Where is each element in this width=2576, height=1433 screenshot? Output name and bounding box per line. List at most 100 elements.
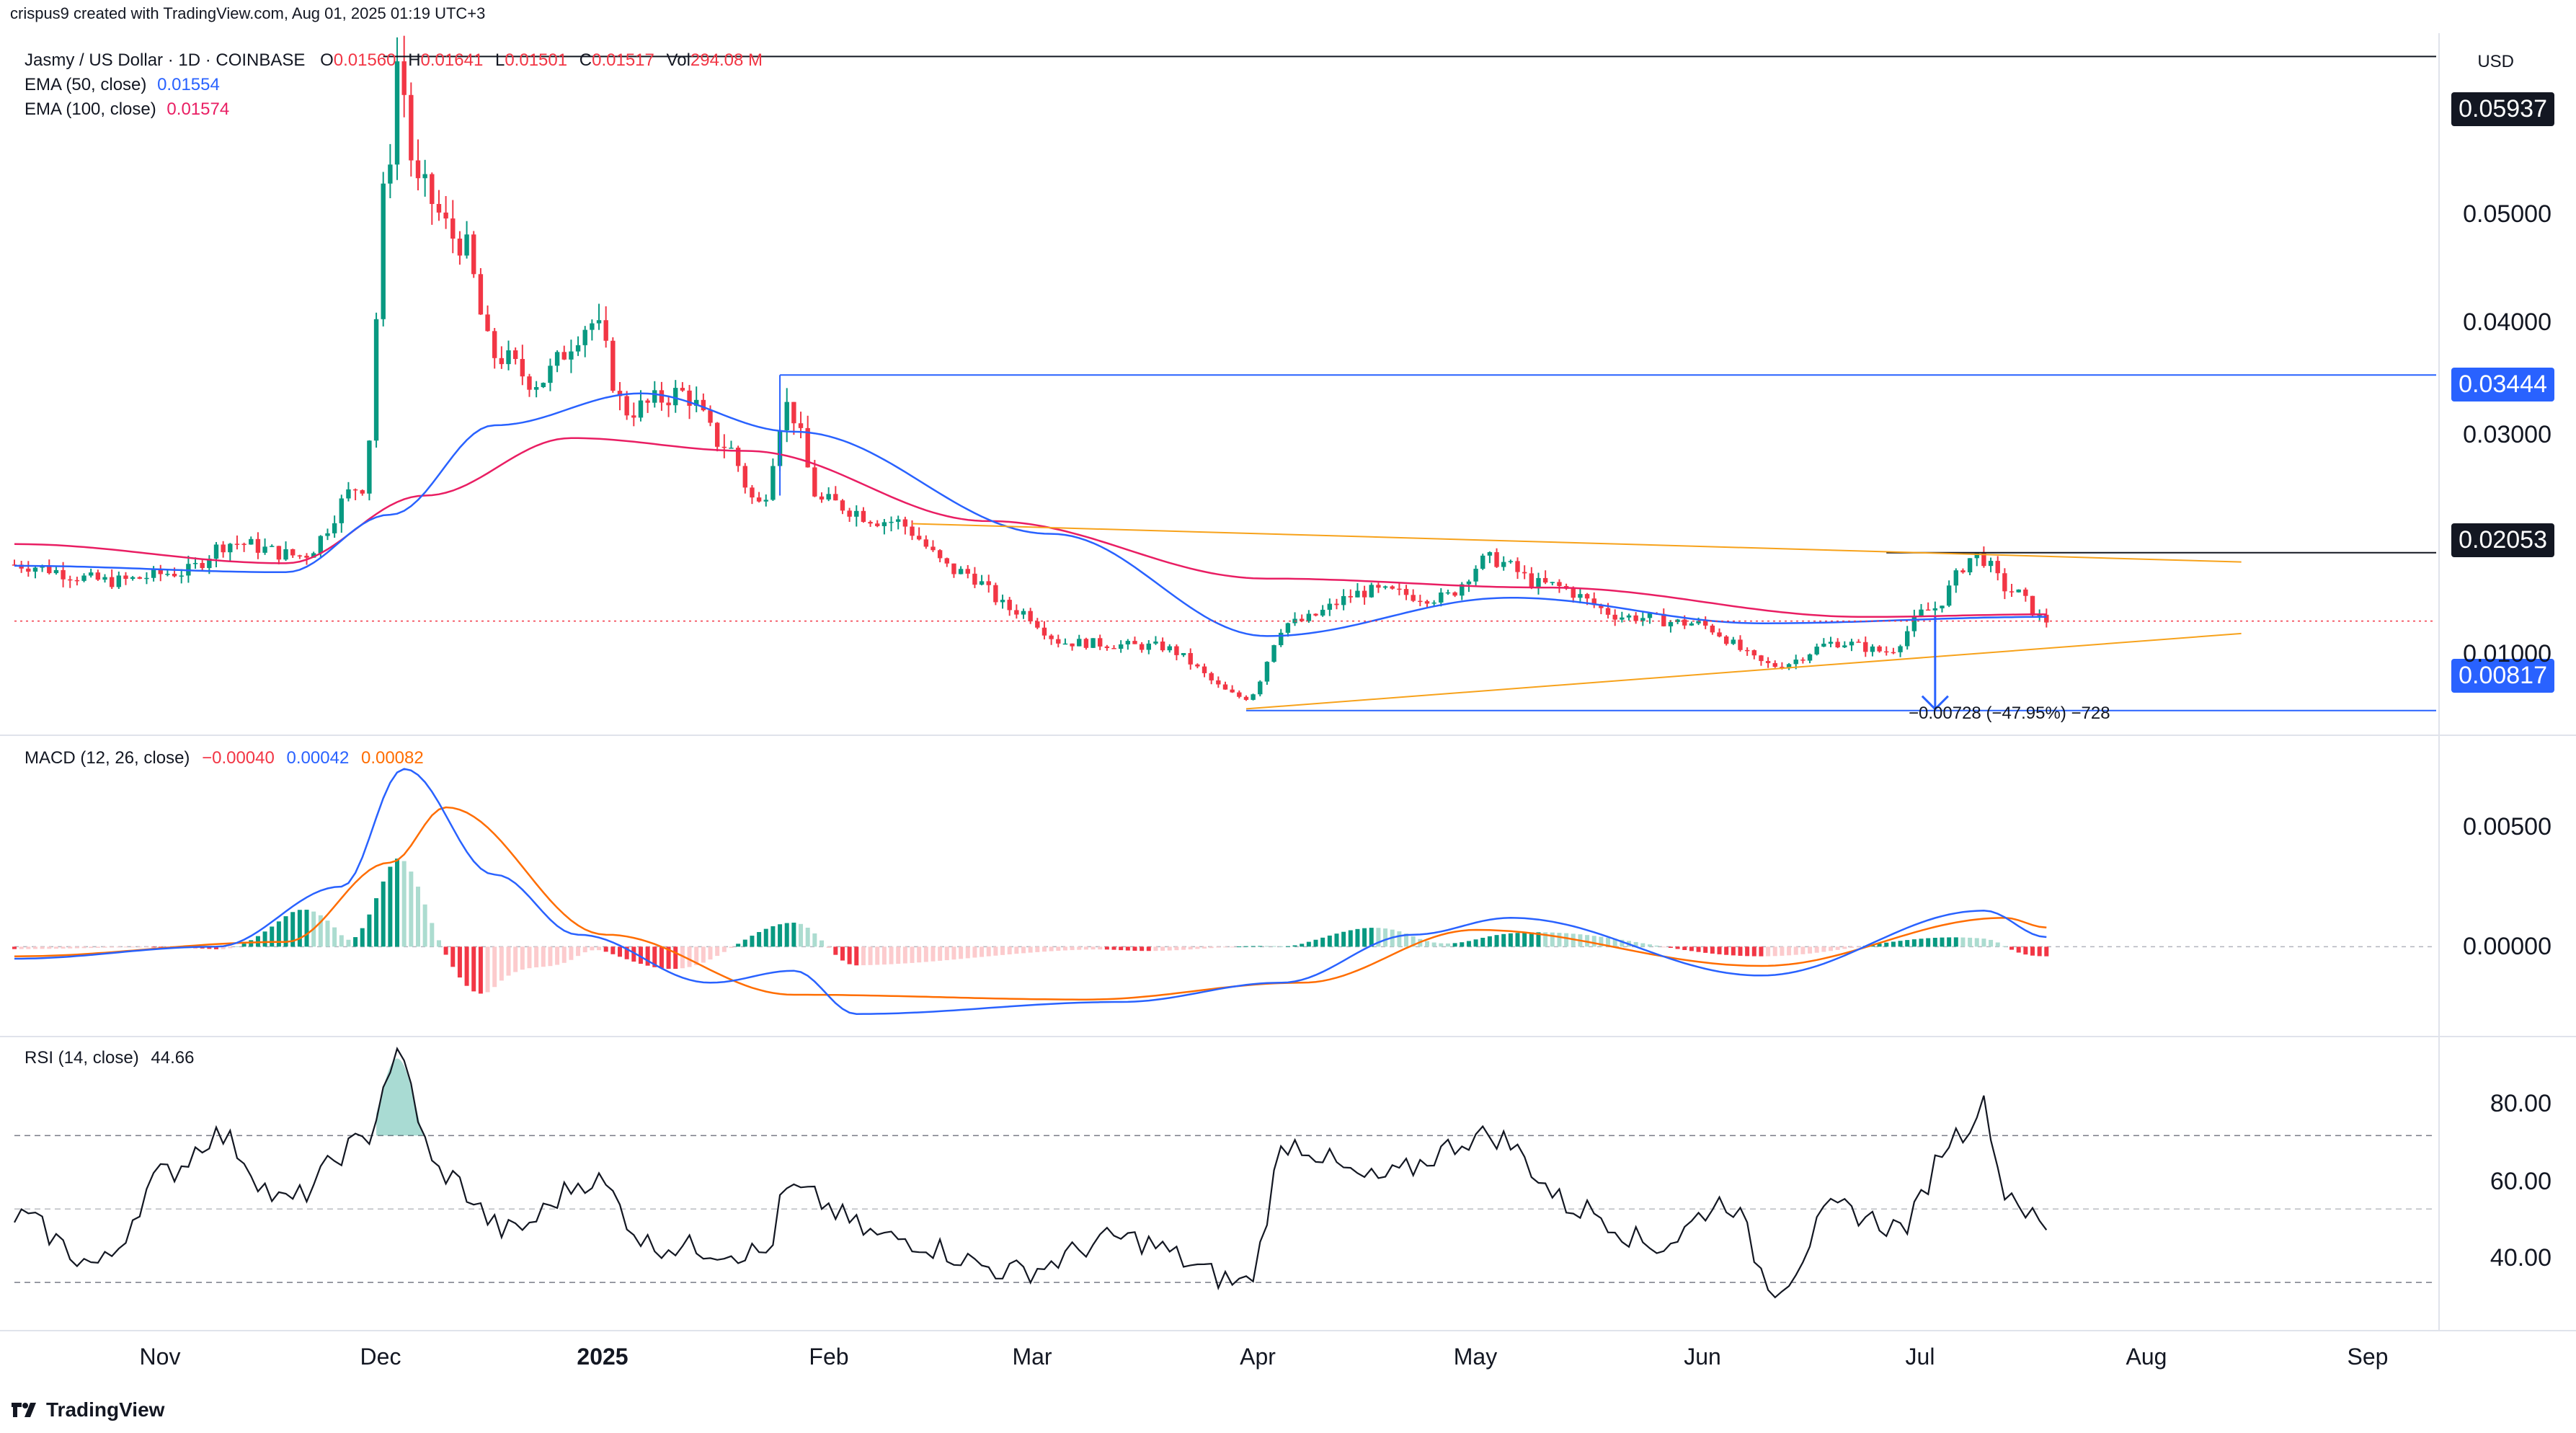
macd-histogram-bar — [1452, 943, 1457, 947]
time-axis-label: Apr — [1240, 1344, 1276, 1370]
candle-body — [1940, 605, 1945, 608]
candle-body — [311, 553, 316, 558]
candle-body — [1821, 643, 1826, 647]
candle-body — [972, 573, 977, 585]
candle-body — [624, 396, 629, 416]
ema100-legend[interactable]: EMA (100, close) 0.01574 — [25, 99, 229, 120]
ema50-label: EMA (50, close) — [25, 75, 147, 94]
candle-body — [430, 174, 435, 204]
symbol-header: Jasmy / US Dollar · 1D · COINBASE O0.015… — [25, 50, 763, 71]
candle-body — [1960, 570, 1966, 573]
candle-body — [965, 569, 970, 574]
macd-histogram-bar — [959, 946, 964, 959]
macd-histogram-bar — [374, 898, 379, 947]
candle-body — [687, 390, 692, 406]
candle-body — [290, 549, 296, 556]
descending-trendline — [912, 523, 2242, 563]
macd-histogram-bar — [81, 946, 86, 949]
candle-body — [192, 563, 198, 564]
ema50-legend[interactable]: EMA (50, close) 0.01554 — [25, 75, 220, 95]
macd-histogram-bar — [1035, 946, 1040, 952]
macd-histogram-bar — [624, 946, 629, 959]
candle-body — [1341, 595, 1346, 605]
candle-body — [1049, 635, 1054, 639]
candle-body — [388, 164, 393, 184]
candle-body — [680, 388, 685, 391]
macd-histogram-bar — [1007, 946, 1012, 955]
candle-body — [325, 533, 330, 536]
macd-histogram-bar — [2044, 946, 2049, 957]
candle-body — [1529, 573, 1535, 587]
candle-body — [53, 569, 59, 574]
macd-histogram-bar — [1041, 946, 1047, 952]
symbol-title[interactable]: Jasmy / US Dollar · 1D · COINBASE — [25, 50, 306, 70]
candle-body — [1195, 664, 1200, 667]
candle-body — [26, 568, 31, 572]
macd-legend[interactable]: MACD (12, 26, close) −0.00040 0.00042 0.… — [25, 748, 424, 768]
macd-histogram-bar — [249, 940, 254, 947]
macd-histogram-bar — [534, 946, 539, 968]
candle-body — [610, 340, 616, 391]
candle-body — [1209, 673, 1214, 680]
macd-histogram-bar — [436, 940, 441, 947]
candle-body — [68, 579, 73, 581]
candle-body — [1877, 646, 1882, 652]
candle-body — [548, 365, 553, 383]
candle-body — [847, 510, 852, 517]
macd-histogram-bar — [151, 946, 156, 948]
macd-histogram-bar — [1564, 933, 1569, 947]
macd-histogram-bar — [1856, 946, 1861, 948]
macd-histogram-bar — [1091, 946, 1096, 950]
candle-body — [1306, 613, 1312, 621]
macd-histogram-bar — [931, 946, 936, 962]
candle-body — [1536, 577, 1541, 587]
macd-histogram-bar — [1111, 946, 1116, 950]
high-label: H — [408, 50, 421, 70]
candle-body — [645, 400, 650, 403]
candle-body — [1237, 692, 1242, 697]
macd-histogram-bar — [32, 946, 37, 949]
macd-histogram-bar — [618, 946, 622, 957]
macd-histogram-bar — [750, 936, 755, 947]
macd-histogram-bar — [1077, 946, 1082, 950]
candle-body — [499, 358, 505, 365]
candle-body — [102, 577, 107, 580]
candle-body — [1571, 588, 1576, 598]
macd-histogram-bar — [1557, 933, 1562, 947]
candle-body — [276, 546, 282, 560]
candle-body — [1473, 569, 1478, 582]
candle-body — [1981, 552, 1986, 567]
macd-histogram-bar — [1132, 946, 1137, 951]
macd-histogram-bar — [1028, 946, 1033, 953]
candle-body — [1424, 601, 1430, 604]
candle-body — [1905, 631, 1910, 647]
macd-histogram-bar — [2023, 946, 2028, 955]
tradingview-logo[interactable]: TradingView — [12, 1398, 164, 1421]
macd-histogram-bar — [826, 946, 831, 948]
macd-histogram-bar — [1989, 939, 1994, 947]
rsi-legend[interactable]: RSI (14, close) 44.66 — [25, 1048, 194, 1068]
candle-body — [881, 522, 887, 526]
candle-body — [840, 500, 845, 511]
macd-histogram-bar — [95, 946, 100, 948]
price-axis-label: 0.03000 — [2463, 421, 2551, 448]
candle-body — [1849, 642, 1855, 646]
time-axis-label: Jul — [1905, 1344, 1935, 1370]
macd-histogram-bar — [812, 933, 817, 947]
currency-label[interactable]: USD — [2477, 52, 2514, 71]
macd-histogram-bar — [1480, 937, 1485, 947]
macd-histogram-bar — [610, 946, 616, 954]
candle-body — [1202, 666, 1207, 673]
macd-histogram-bar — [582, 946, 587, 953]
macd-histogram-bar — [1056, 946, 1061, 951]
candle-body — [2009, 591, 2015, 593]
candle-body — [596, 320, 602, 324]
macd-histogram-bar — [1703, 946, 1708, 953]
time-axis-label: Jun — [1684, 1344, 1721, 1370]
candle-body — [1376, 585, 1381, 588]
candle-body — [450, 218, 456, 239]
macd-histogram-bar — [1543, 932, 1548, 947]
macd-histogram-bar — [597, 946, 602, 951]
macd-histogram-bar — [1772, 946, 1777, 957]
